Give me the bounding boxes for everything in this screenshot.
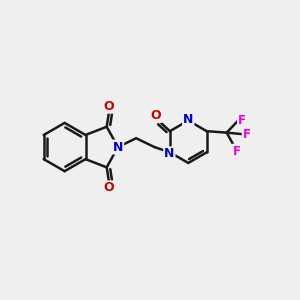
Text: F: F — [232, 145, 240, 158]
Text: N: N — [164, 147, 175, 160]
Text: O: O — [151, 109, 161, 122]
Text: O: O — [104, 100, 114, 112]
Text: O: O — [104, 182, 114, 194]
Text: F: F — [243, 128, 251, 141]
Text: N: N — [113, 141, 123, 154]
Text: F: F — [238, 114, 246, 127]
Text: N: N — [183, 112, 194, 126]
